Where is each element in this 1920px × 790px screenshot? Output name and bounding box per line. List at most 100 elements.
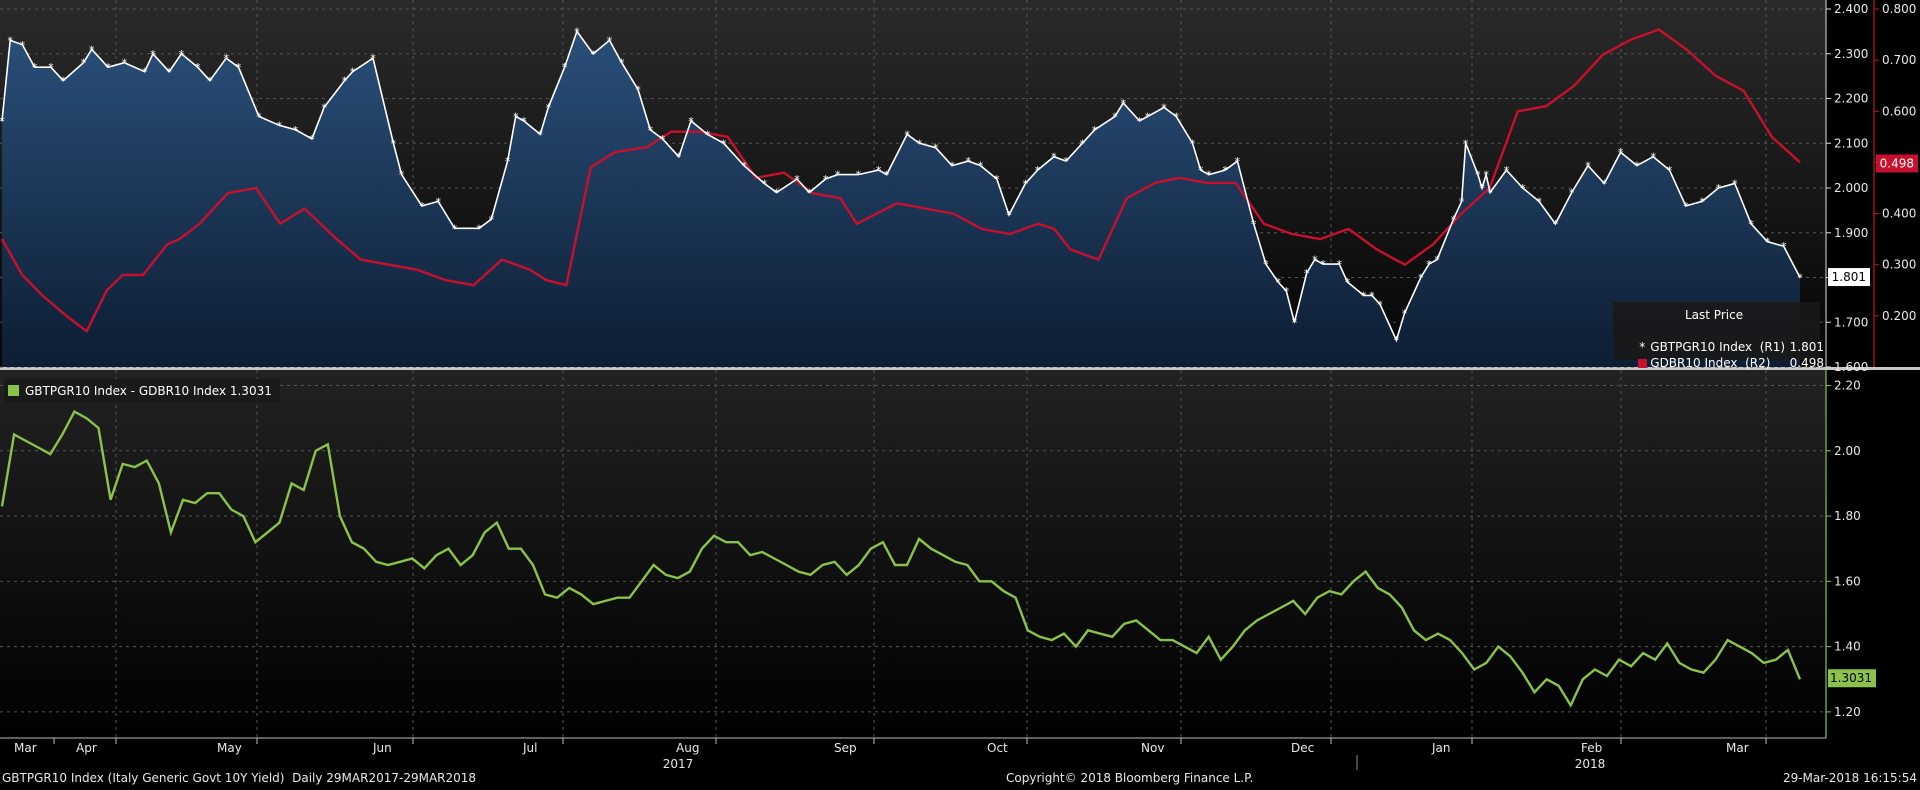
- y-tick-label: 2.300: [1834, 47, 1868, 61]
- legend-row-gdbr10: GDBR10 Index (R2) 0.498: [1621, 342, 1824, 370]
- gbtpgr10-point: *: [1377, 298, 1383, 311]
- gbtpgr10-point: *: [256, 110, 262, 123]
- gbtpgr10-point: *: [195, 61, 201, 74]
- gbtpgr10-point: *: [1618, 146, 1624, 159]
- y-tick-label: 1.900: [1834, 226, 1868, 240]
- gbtpgr10-point: *: [166, 66, 172, 79]
- gdbr10-last-tag-bg: [1876, 154, 1918, 173]
- gbtpgr10-series-line: [1, 29, 1801, 343]
- gbtpgr10-point: *: [32, 61, 38, 74]
- gbtpgr10-point: *: [142, 66, 148, 79]
- gbtpgr10-point: *: [1006, 209, 1012, 222]
- gbtpgr10-point: *: [309, 133, 315, 146]
- spread-tick-label: 1.40: [1834, 640, 1861, 654]
- gbtpgr10-point: *: [904, 128, 910, 141]
- gbtpgr10-point: *: [1361, 289, 1367, 302]
- gbtpgr10-point: *: [81, 57, 87, 70]
- x-tick-label: Jul: [522, 741, 537, 755]
- gbtpgr10-point: *: [223, 52, 229, 65]
- y-tick-label: 2.000: [1834, 181, 1868, 195]
- gbtpgr10-point: *: [1748, 218, 1754, 231]
- spread-tick-label: 1.60: [1834, 574, 1861, 588]
- gbtpgr10-point: *: [1699, 195, 1705, 208]
- gbtpgr10-point: *: [391, 137, 397, 150]
- gdbr10-series-line: [0, 28, 1801, 334]
- gbtpgr10-point: *: [855, 169, 861, 182]
- gbtpgr10-point: *: [884, 169, 890, 182]
- gbtpgr10-point: *: [762, 178, 768, 191]
- gbtpgr10-point: *: [1035, 164, 1041, 177]
- gbtpgr10-point: *: [1536, 195, 1542, 208]
- gbtpgr10-point: *: [648, 124, 654, 137]
- y2-tick-label: 0.400: [1882, 207, 1916, 221]
- gbtpgr10-area: [2, 31, 1800, 368]
- gbtpgr10-point: *: [794, 173, 800, 186]
- green-square-icon: [8, 385, 19, 396]
- spread-series-line: [0, 409, 1802, 708]
- spread-tick-label: 2.20: [1834, 379, 1861, 393]
- gbtpgr10-point: *: [676, 151, 682, 164]
- gbtpgr10-point: *: [435, 195, 441, 208]
- gbtpgr10-point: *: [607, 34, 613, 47]
- legend-series-value: 0.498: [1789, 356, 1824, 370]
- gbtpgr10-point: *: [399, 169, 405, 182]
- gbtpgr10-point: *: [476, 222, 482, 235]
- gbtpgr10-point: *: [1023, 178, 1029, 191]
- gbtpgr10-point: *: [1483, 169, 1489, 182]
- gbtpgr10-point: *: [1732, 178, 1738, 191]
- gbtpgr10-point: *: [1112, 110, 1118, 123]
- gbtpgr10-point: *: [321, 101, 327, 114]
- gbtpgr10-point: *: [179, 48, 185, 61]
- gbtpgr10-point: *: [370, 52, 376, 65]
- gbtpgr10-point: *: [619, 57, 625, 70]
- footer-copyright: Copyright© 2018 Bloomberg Finance L.P.: [1006, 771, 1254, 785]
- spread-tick-label: 2.00: [1834, 444, 1861, 458]
- gdbr10-last-tag: 0.498: [1880, 156, 1914, 170]
- gbtpgr10-point: *: [537, 128, 543, 141]
- gbtpgr10-point: *: [876, 164, 882, 177]
- gbtpgr10-point: *: [350, 66, 356, 79]
- last-value-tags: 1.801 0.498 1.3031: [1828, 154, 1918, 688]
- footer-security-description: GBTPGR10 Index (Italy Generic Govt 10Y Y…: [2, 771, 477, 785]
- gbtpgr10-point: *: [60, 75, 66, 88]
- gbtpgr10-point: *: [1080, 137, 1086, 150]
- y-tick-label: 1.700: [1834, 315, 1868, 329]
- gbtpgr10-point: *: [1292, 316, 1298, 329]
- gbtpgr10-point: *: [546, 101, 552, 114]
- gbtpgr10-point: *: [7, 34, 13, 47]
- gbtpgr10-point: *: [741, 160, 747, 173]
- gbtpgr10-point: *: [0, 115, 5, 128]
- gbtpgr10-point: *: [150, 48, 156, 61]
- gbtpgr10-point: *: [590, 48, 596, 61]
- year-label: 2017: [663, 757, 694, 771]
- gbtpgr10-point: *: [1145, 110, 1151, 123]
- x-tick-label: Dec: [1291, 741, 1314, 755]
- y-tick-label: 2.400: [1834, 2, 1868, 16]
- gbtpgr10-point: *: [1369, 289, 1375, 302]
- gbtpgr10-point: *: [1426, 258, 1432, 271]
- gbtpgr10-point: *: [1394, 334, 1400, 347]
- legend-row-gbtpgr10: * GBTPGR10 Index (R1) 1.801: [1621, 326, 1824, 354]
- legend-series-name: GDBR10 Index (R2): [1650, 356, 1771, 370]
- gbtpgr10-point: *: [1190, 137, 1196, 150]
- gbtpgr10-point: *: [1475, 169, 1481, 182]
- panel-divider: [0, 367, 1920, 370]
- gbtpgr10-point: *: [1797, 272, 1803, 285]
- gbtpgr10-point: *: [207, 75, 213, 88]
- x-tick-label: Aug: [676, 741, 699, 755]
- gbtpgr10-point: *: [1585, 160, 1591, 173]
- gbtpgr10-point: *: [688, 115, 694, 128]
- gbtpgr10-point: *: [419, 200, 425, 213]
- gbtpgr10-point: *: [994, 173, 1000, 186]
- x-tick-label: Sep: [834, 741, 857, 755]
- x-tick-label: Apr: [76, 741, 97, 755]
- y2-tick-label: 0.700: [1882, 53, 1916, 67]
- gbtpgr10-point: *: [1263, 258, 1269, 271]
- red-square-icon: [1636, 356, 1648, 370]
- footer-timestamp: 29-Mar-2018 16:15:54: [1782, 771, 1917, 785]
- gbtpgr10-last-tag: 1.801: [1832, 270, 1866, 284]
- y-tick-label: 1.600: [1834, 360, 1868, 374]
- x-tick-label: Nov: [1141, 741, 1164, 755]
- legend-series-value: 1.801: [1789, 340, 1824, 354]
- gbtpgr10-point: *: [1312, 254, 1318, 267]
